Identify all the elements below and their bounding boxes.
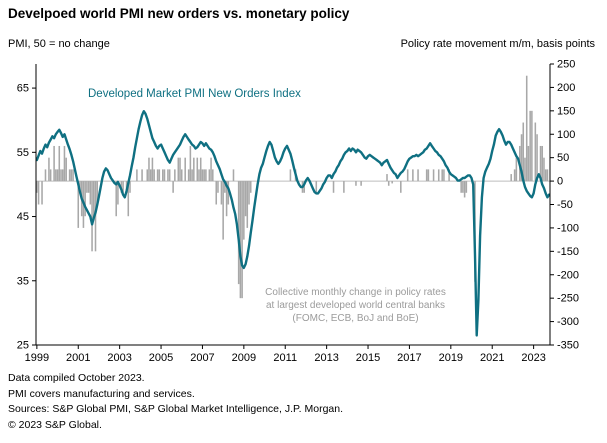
- svg-text:-50: -50: [557, 199, 573, 211]
- svg-text:1999: 1999: [25, 352, 49, 364]
- svg-text:2017: 2017: [397, 352, 421, 364]
- svg-text:-100: -100: [557, 222, 579, 234]
- svg-text:2009: 2009: [232, 352, 256, 364]
- pmi-new-orders-line: [35, 110, 551, 337]
- svg-text:50: 50: [557, 152, 569, 164]
- svg-text:55: 55: [17, 147, 29, 159]
- svg-text:2023: 2023: [521, 352, 545, 364]
- left-axis-ticks: 25 35 45 55 65: [17, 83, 36, 352]
- svg-text:2015: 2015: [356, 352, 380, 364]
- footer-compiled: Data compiled October 2023.: [8, 372, 145, 384]
- pmi-line-annotation: Developed Market PMI New Orders Index: [88, 88, 301, 100]
- svg-text:65: 65: [17, 83, 29, 95]
- svg-text:2011: 2011: [273, 352, 297, 364]
- policy-rate-bars: [36, 75, 549, 299]
- svg-text:-150: -150: [557, 246, 579, 258]
- svg-text:2007: 2007: [190, 352, 214, 364]
- svg-text:25: 25: [17, 340, 29, 352]
- left-axis-title: PMI, 50 = no change: [8, 38, 110, 50]
- svg-text:2013: 2013: [314, 352, 338, 364]
- footer-sources: Sources: S&P Global PMI, S&P Global Mark…: [8, 403, 344, 415]
- svg-text:150: 150: [557, 105, 575, 117]
- chart-title: Develpoed world PMI new orders vs. monet…: [8, 6, 350, 21]
- svg-text:35: 35: [17, 275, 29, 287]
- svg-text:-350: -350: [557, 340, 579, 352]
- svg-text:-250: -250: [557, 293, 579, 305]
- policy-bars-annotation: Collective monthly change in policy rate…: [265, 287, 446, 324]
- footer-notes: Data compiled October 2023. PMI covers m…: [8, 371, 343, 433]
- footer-coverage: PMI covers manufacturing and services.: [8, 387, 195, 400]
- right-axis-title: Policy rate movement m/m, basis points: [400, 38, 595, 50]
- svg-text:100: 100: [557, 129, 575, 141]
- svg-text:2021: 2021: [480, 352, 504, 364]
- svg-text:2003: 2003: [107, 352, 131, 364]
- svg-text:45: 45: [17, 211, 29, 223]
- right-axis-ticks: 250 200 150 100 50 0 -50 -100 -150 -200 -250 -300 -3…: [550, 59, 579, 352]
- svg-text:2005: 2005: [149, 352, 173, 364]
- svg-text:250: 250: [557, 59, 575, 71]
- svg-text:0: 0: [557, 176, 563, 188]
- x-axis-ticks: 1999 2001 2003 2005 2007 2009 2011 2013 2015 2017…: [25, 345, 546, 364]
- svg-text:-200: -200: [557, 269, 579, 281]
- svg-text:200: 200: [557, 82, 575, 94]
- svg-text:2001: 2001: [66, 352, 90, 364]
- svg-text:2019: 2019: [439, 352, 463, 364]
- footer-copyright: © 2023 S&P Global.: [8, 418, 102, 431]
- svg-text:-300: -300: [557, 316, 579, 328]
